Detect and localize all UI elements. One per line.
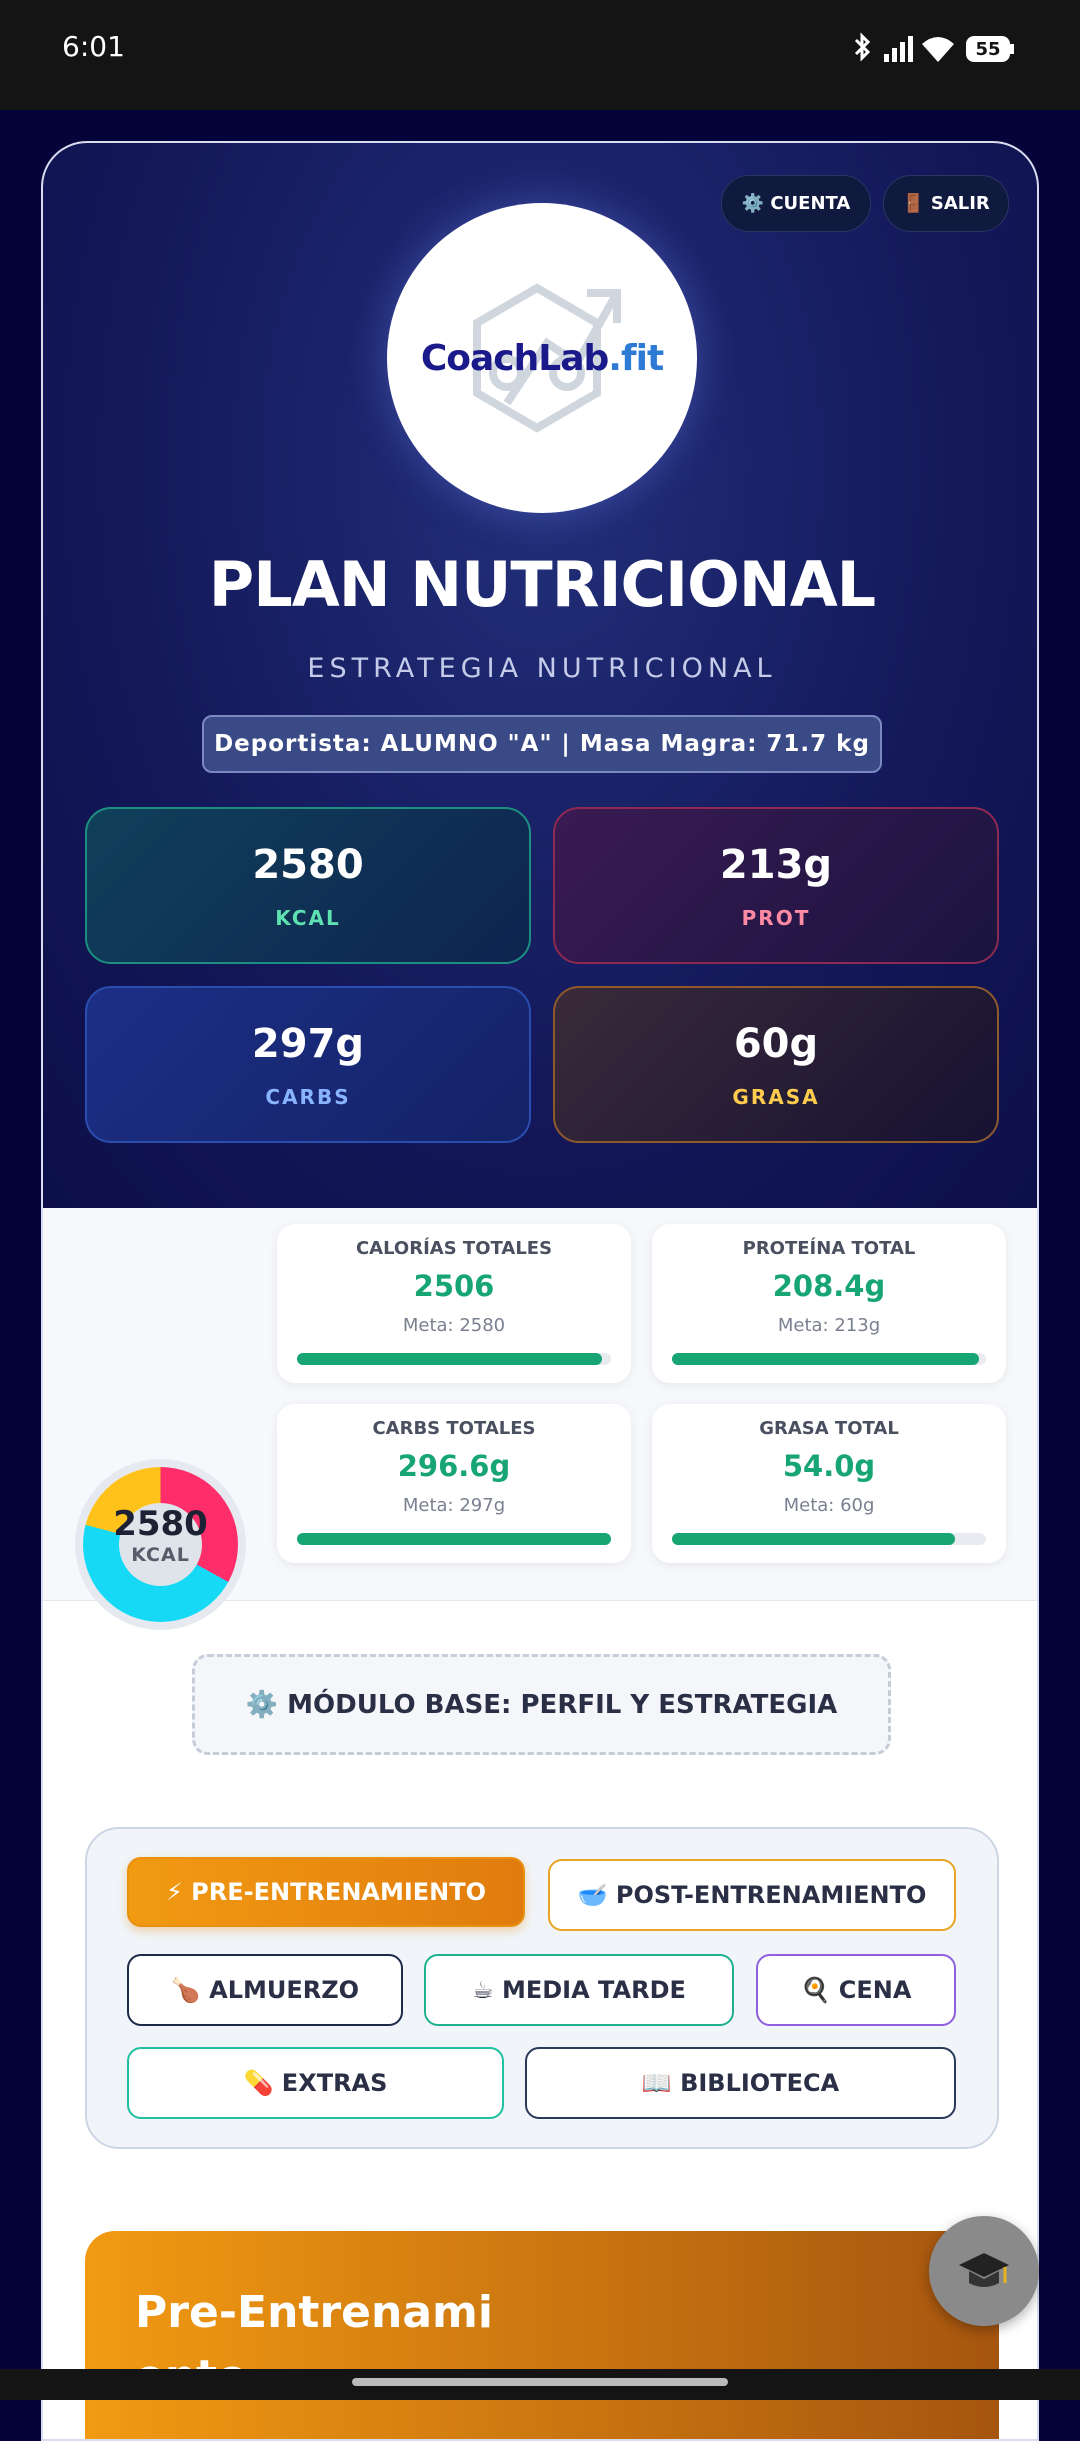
stat-label: KCAL <box>275 905 341 930</box>
stat-fat: 60g GRASA <box>553 986 999 1143</box>
logo-graphic <box>473 283 621 433</box>
card-value: 296.6g <box>397 1449 511 1483</box>
stat-kcal: 2580 KCAL <box>85 807 531 964</box>
stat-value: 2580 <box>252 841 364 888</box>
hero: ⚙️ CUENTA 🚪 SALIR CoachLab.fit PLAN NUTR… <box>43 143 1037 1208</box>
battery-level: 55 <box>975 38 1001 60</box>
card-value: 208.4g <box>772 1269 886 1303</box>
nav-button[interactable]: ☕ MEDIA TARDE <box>424 1954 734 2026</box>
nav-button[interactable]: 🍗 ALMUERZO <box>127 1954 403 2026</box>
logo: CoachLab.fit <box>387 203 697 513</box>
logout-button[interactable]: 🚪 SALIR <box>883 175 1009 232</box>
card-goal: Meta: 60g <box>783 1495 875 1516</box>
stat-label: PROT <box>741 905 811 930</box>
card-value: 2506 <box>413 1269 495 1303</box>
status-icons <box>854 32 1014 62</box>
donut-value: 2580 <box>113 1503 208 1544</box>
nav-button[interactable]: ⚡ PRE-ENTRENAMIENTO <box>127 1857 525 1927</box>
card-title: PROTEÍNA TOTAL <box>742 1238 916 1259</box>
progress-fill <box>672 1533 955 1545</box>
fab[interactable] <box>929 2216 1039 2326</box>
summary: 2580 KCAL CALORÍAS TOTALES 2506 Meta: 2580… <box>43 1208 1037 1622</box>
status-bar: 6:01 55 <box>0 0 1080 110</box>
summary-card: CALORÍAS TOTALES 2506 Meta: 2580 <box>277 1224 631 1383</box>
progress-track <box>672 1353 986 1365</box>
home-indicator[interactable] <box>352 2378 728 2386</box>
progress-track <box>672 1533 986 1545</box>
card-title: GRASA TOTAL <box>759 1418 899 1439</box>
progress-track <box>297 1353 611 1365</box>
nav-button[interactable]: 📖 BIBLIOTECA <box>525 2047 956 2119</box>
fab-icon <box>959 2253 1009 2287</box>
card-goal: Meta: 213g <box>777 1315 881 1336</box>
logo-suffix: .fit <box>608 337 664 379</box>
logo-brand: CoachLab <box>420 337 609 379</box>
stat-prot: 213g PROT <box>553 807 999 964</box>
stat-label: GRASA <box>732 1084 820 1109</box>
main-card: ⚙️ CUENTA 🚪 SALIR CoachLab.fit PLAN NUTR… <box>41 141 1039 2441</box>
card-title: CARBS TOTALES <box>372 1418 536 1439</box>
nav-button[interactable]: 🥣 POST-ENTRENAMIENTO <box>548 1859 956 1931</box>
time: 6:01 <box>62 30 125 63</box>
subtitle: ESTRATEGIA NUTRICIONAL <box>307 653 777 684</box>
title: PLAN NUTRICIONAL <box>208 548 876 621</box>
stat-value: 297g <box>251 1020 365 1067</box>
summary-card: CARBS TOTALES 296.6g Meta: 297g <box>277 1404 631 1563</box>
progress-fill <box>297 1533 611 1545</box>
progress-fill <box>672 1353 980 1365</box>
nav-bar <box>0 2369 1080 2400</box>
section-card: Pre-Entrenamiento <box>85 2231 999 2439</box>
progress-fill <box>297 1353 602 1365</box>
summary-card: PROTEÍNA TOTAL 208.4g Meta: 213g <box>652 1224 1006 1383</box>
module-base[interactable]: ⚙️ MÓDULO BASE: PERFIL Y ESTRATEGIA <box>192 1654 891 1755</box>
progress-track <box>297 1533 611 1545</box>
stat-carbs: 297g CARBS <box>85 986 531 1143</box>
donut-center: 2580 KCAL <box>113 1503 208 1586</box>
card-goal: Meta: 297g <box>402 1495 506 1516</box>
stat-label: CARBS <box>265 1084 351 1109</box>
nav-button[interactable]: 🍳 CENA <box>756 1954 956 2026</box>
card-value: 54.0g <box>782 1449 876 1483</box>
account-button[interactable]: ⚙️ CUENTA <box>721 175 871 232</box>
stat-value: 60g <box>733 1020 819 1067</box>
summary-card: GRASA TOTAL 54.0g Meta: 60g <box>652 1404 1006 1563</box>
meal-nav: ⚡ PRE-ENTRENAMIENTO 🥣 POST-ENTRENAMIENTO 🍗… <box>85 1827 999 2149</box>
athlete-badge: Deportista: ALUMNO "A" | Masa Magra: 71.… <box>202 715 882 773</box>
donut-label: KCAL <box>131 1543 190 1566</box>
card-title: CALORÍAS TOTALES <box>355 1238 553 1259</box>
stat-value: 213g <box>719 841 833 888</box>
nav-button[interactable]: 💊 EXTRAS <box>127 2047 504 2119</box>
card-goal: Meta: 2580 <box>402 1315 506 1336</box>
